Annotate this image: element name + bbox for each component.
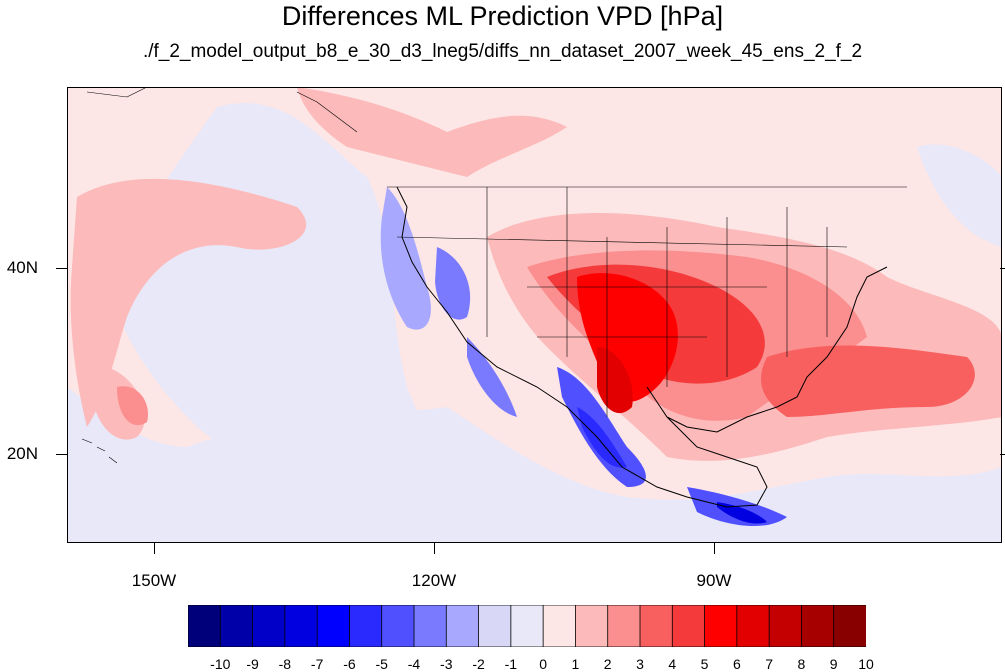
- colorbar-tick-label: 5: [700, 656, 709, 672]
- hawaii-outline: [81, 438, 118, 464]
- field-texas-dark: [597, 347, 633, 414]
- colorbar-tick-label: 6: [732, 656, 741, 672]
- colorbar-swatch: [510, 604, 545, 648]
- field-mexico-blue: [557, 367, 646, 487]
- field-lower-neutral: [67, 387, 1002, 543]
- colorbar-svg: [187, 604, 867, 648]
- colorbar-swatch: [413, 604, 448, 648]
- colorbar-swatch: [607, 604, 641, 648]
- colorbar-tick-label: 4: [668, 656, 677, 672]
- colorbar-tick-label: 9: [829, 656, 838, 672]
- colorbar-swatch: [542, 604, 577, 648]
- colorbar-tick-label: 1: [571, 656, 580, 672]
- colorbar-swatch: [478, 604, 512, 648]
- colorbar-swatch: [316, 604, 351, 648]
- colorbar-swatch: [284, 604, 319, 648]
- colorbar-swatch: [768, 604, 803, 648]
- lat-tick-right-20n: [1000, 454, 1005, 455]
- field-atlantic-pale: [917, 144, 1002, 247]
- state-borders: [387, 186, 907, 417]
- colorbar-swatch: [801, 604, 835, 648]
- colorbar-swatch: [575, 604, 609, 648]
- colorbar-swatch: [219, 604, 254, 648]
- colorbar-tick-label: -8: [278, 656, 292, 672]
- vpd-difference-map: [67, 87, 1002, 543]
- colorbar-tick-label: 8: [797, 656, 806, 672]
- colorbar-swatch: [187, 604, 222, 648]
- field-mexico-deep: [577, 407, 627, 468]
- lon-tick-120w: [434, 543, 435, 554]
- coastline: [396, 186, 888, 508]
- canada-coast: [86, 87, 358, 133]
- colorbar-tick-label: -10: [210, 656, 231, 672]
- map-field-svg: [67, 87, 1002, 543]
- colorbar-tick-label: -2: [472, 656, 485, 672]
- colorbar-tick-label: -9: [246, 656, 259, 672]
- field-north-pink: [297, 87, 567, 177]
- field-camerica-deep: [717, 502, 767, 524]
- colorbar-tick-label: -7: [310, 656, 324, 672]
- colorbar-tick-label: 7: [765, 656, 774, 672]
- map-subtitle: ./f_2_model_output_b8_e_30_d3_lneg5/diff…: [142, 41, 863, 62]
- colorbar-tick-label: 10: [858, 656, 874, 672]
- colorbar-swatch: [736, 604, 771, 648]
- colorbar-swatch: [671, 604, 706, 648]
- field-gulf-red: [761, 345, 975, 417]
- map-title: Differences ML Prediction VPD [hPa]: [281, 1, 724, 31]
- lon-tick-90w: [714, 543, 715, 554]
- colorbar-swatch: [833, 604, 867, 648]
- colorbar-swatch: [704, 604, 738, 648]
- colorbar-tick-label: 0: [539, 656, 548, 672]
- field-westcoast-blue: [380, 187, 431, 330]
- lon-label-150w: 150W: [131, 571, 177, 590]
- colorbar-tick-label: -5: [375, 656, 388, 672]
- lat-tick-20n: [56, 454, 67, 455]
- colorbar-swatch: [381, 604, 415, 648]
- colorbar-tick-label: 2: [603, 656, 612, 672]
- field-california-blue: [435, 247, 471, 320]
- field-npac-pink: [70, 178, 307, 427]
- field-baja-blue: [467, 337, 517, 417]
- colorbar-tick-label: -6: [343, 656, 356, 672]
- lat-label-40n: 40N: [6, 258, 38, 277]
- field-hawaii-pink: [117, 386, 148, 426]
- lon-tick-150w: [154, 543, 155, 554]
- lat-label-20n: 20N: [6, 444, 38, 463]
- colorbar-swatch: [639, 604, 674, 648]
- colorbar-swatch: [445, 604, 480, 648]
- colorbar-tick-label: 3: [636, 656, 644, 672]
- colorbar-swatch: [252, 604, 286, 648]
- colorbar-tick-label: -1: [504, 656, 518, 672]
- colorbar-swatch: [349, 604, 383, 648]
- lon-label-120w: 120W: [411, 571, 457, 590]
- colorbar: [187, 604, 867, 648]
- lat-tick-right-40n: [1000, 268, 1005, 269]
- lon-label-90w: 90W: [696, 571, 732, 590]
- lat-tick-40n: [56, 268, 67, 269]
- colorbar-tick-label: -3: [440, 656, 453, 672]
- colorbar-tick-label: -4: [407, 656, 421, 672]
